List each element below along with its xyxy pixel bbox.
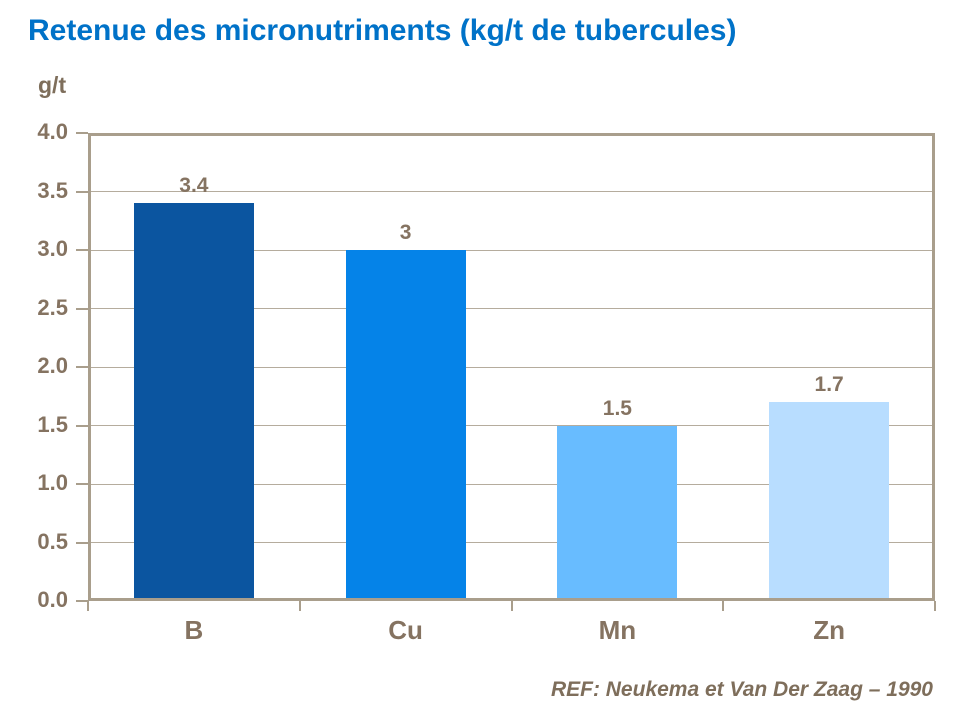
gridline: [88, 366, 935, 368]
y-tick-label: 2.0: [37, 353, 68, 378]
y-tick-label: 3.5: [37, 177, 68, 203]
y-tick-label: 0.0: [37, 587, 68, 612]
plot-area-frame: [88, 133, 935, 601]
bar-value-label: 3: [399, 221, 412, 244]
y-tick-mark: [76, 307, 88, 310]
bar-value-label: 1.5: [602, 396, 632, 420]
y-tick-label: 3.0: [37, 236, 68, 261]
x-category-label-Mn: Mn: [598, 615, 637, 645]
y-tick-mark: [76, 132, 88, 134]
y-tick-mark: [76, 600, 88, 602]
bar-B: [133, 203, 254, 599]
y-tick-label: 4.0: [37, 119, 68, 144]
y-tick-mark: [76, 190, 88, 193]
chart-title: Retenue des micronutriments (kg/t de tub…: [28, 14, 737, 47]
gridline: [88, 249, 935, 251]
x-tick-mark: [510, 601, 513, 611]
x-category-label-B: B: [184, 615, 204, 645]
x-category-label-Zn: Zn: [813, 615, 845, 645]
x-category-label-Cu: Cu: [388, 615, 423, 645]
gridline: [88, 308, 935, 309]
x-tick-mark: [87, 601, 89, 611]
y-tick-mark: [76, 541, 88, 544]
y-tick-mark: [76, 424, 88, 427]
y-tick-label: 1.5: [37, 411, 68, 437]
x-tick-mark: [934, 601, 936, 611]
y-tick-mark: [76, 366, 88, 368]
x-tick-mark: [722, 601, 725, 611]
gridline: [88, 542, 935, 543]
reference-text: REF: Neukema et Van Der Zaag – 1990: [550, 678, 933, 701]
bar-Mn: [557, 425, 678, 599]
gridline: [88, 425, 935, 426]
gridline: [88, 483, 935, 485]
bar-Cu: [345, 250, 466, 599]
gridline: [88, 191, 935, 192]
y-tick-label: 1.0: [37, 470, 68, 495]
y-tick-mark: [76, 483, 88, 485]
bar-Zn: [769, 402, 890, 599]
y-tick-label: 0.5: [37, 528, 68, 554]
x-tick-mark: [298, 601, 301, 611]
bar-value-label: 3.4: [179, 174, 209, 198]
y-tick-label: 2.5: [37, 294, 68, 320]
y-axis-unit-label: g/t: [38, 72, 67, 98]
y-tick-mark: [76, 249, 88, 251]
bar-value-label: 1.7: [814, 373, 844, 397]
